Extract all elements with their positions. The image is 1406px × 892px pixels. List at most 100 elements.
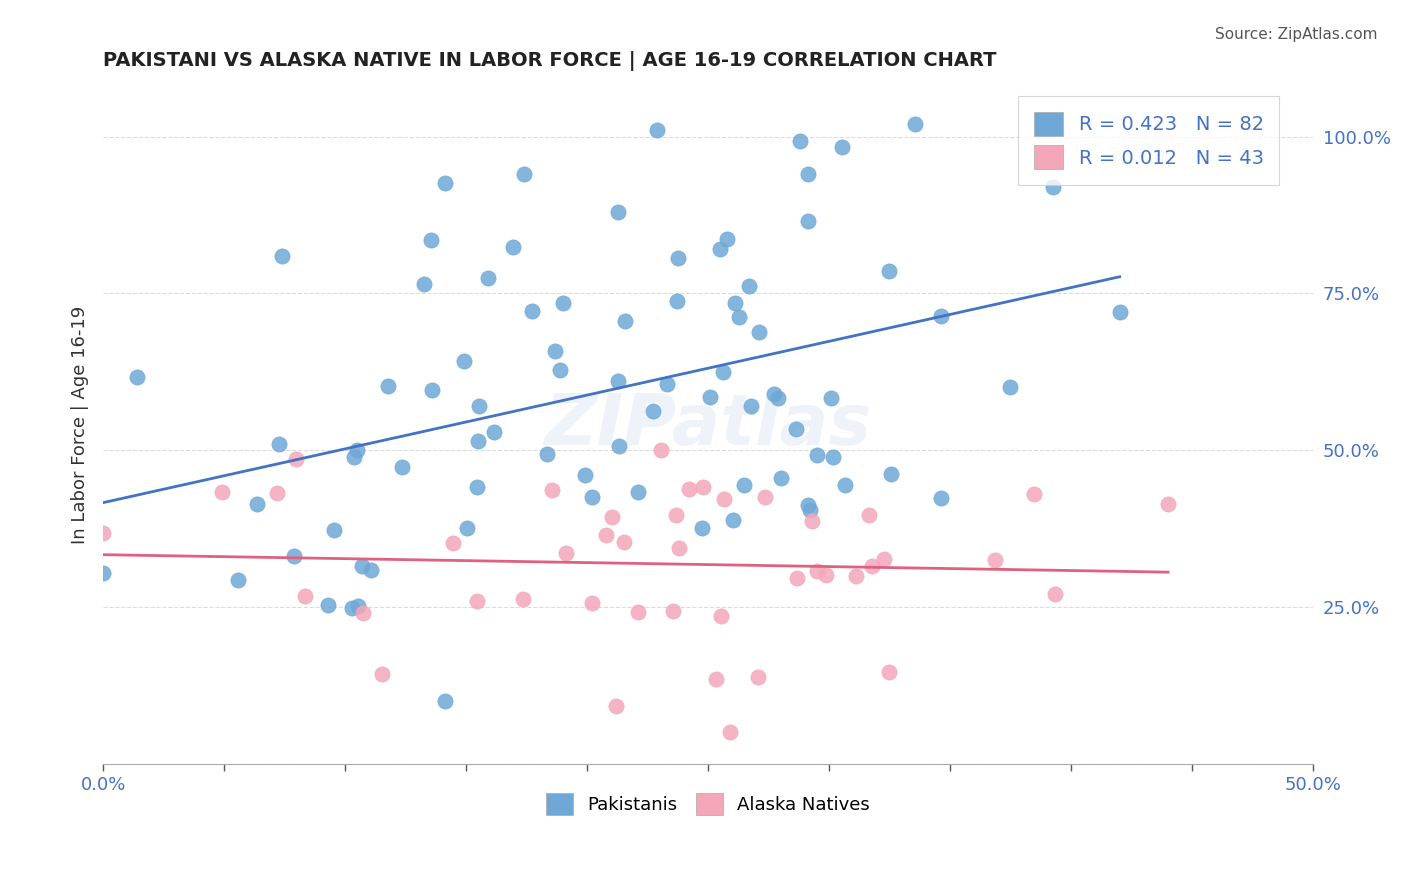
Point xyxy=(467,434,489,448)
Point xyxy=(600,510,623,524)
Point xyxy=(271,249,294,263)
Point xyxy=(858,508,880,522)
Y-axis label: In Labor Force | Age 16-19: In Labor Force | Age 16-19 xyxy=(72,306,89,544)
Point xyxy=(754,490,776,504)
Point xyxy=(655,377,678,392)
Point xyxy=(763,386,786,401)
Point xyxy=(690,521,713,535)
Point xyxy=(346,442,368,457)
Point xyxy=(831,140,853,154)
Point xyxy=(1022,487,1045,501)
Point xyxy=(465,480,488,494)
Point xyxy=(877,264,900,278)
Point xyxy=(641,403,664,417)
Point xyxy=(740,399,762,413)
Point xyxy=(467,594,489,608)
Point xyxy=(613,314,636,328)
Point xyxy=(699,391,721,405)
Point xyxy=(595,528,617,542)
Point xyxy=(797,214,820,228)
Point xyxy=(645,123,668,137)
Point xyxy=(613,534,636,549)
Point xyxy=(520,303,543,318)
Point xyxy=(370,667,392,681)
Point xyxy=(716,232,738,246)
Point xyxy=(467,400,489,414)
Legend: Pakistanis, Alaska Natives: Pakistanis, Alaska Natives xyxy=(538,786,877,822)
Point xyxy=(770,471,793,485)
Point xyxy=(650,443,672,458)
Point xyxy=(353,607,375,621)
Point xyxy=(820,391,842,405)
Point xyxy=(786,570,808,584)
Point xyxy=(834,478,856,492)
Point xyxy=(931,491,953,505)
Point xyxy=(391,460,413,475)
Point xyxy=(420,233,443,247)
Point xyxy=(412,277,434,291)
Point xyxy=(799,503,821,517)
Point xyxy=(1042,180,1064,194)
Point xyxy=(785,422,807,436)
Point xyxy=(801,514,824,528)
Text: PAKISTANI VS ALASKA NATIVE IN LABOR FORCE | AGE 16-19 CORRELATION CHART: PAKISTANI VS ALASKA NATIVE IN LABOR FORC… xyxy=(103,51,997,70)
Point xyxy=(513,167,536,181)
Text: Source: ZipAtlas.com: Source: ZipAtlas.com xyxy=(1215,27,1378,42)
Point xyxy=(269,436,291,450)
Point xyxy=(766,391,789,405)
Point xyxy=(1108,305,1130,319)
Point xyxy=(665,294,688,309)
Point xyxy=(728,310,751,325)
Point xyxy=(724,296,747,310)
Point xyxy=(441,536,464,550)
Point xyxy=(860,558,883,573)
Point xyxy=(352,558,374,573)
Point xyxy=(998,380,1021,394)
Point xyxy=(536,447,558,461)
Point xyxy=(668,541,690,555)
Point xyxy=(555,546,578,560)
Point xyxy=(1157,497,1180,511)
Point xyxy=(125,369,148,384)
Point xyxy=(607,205,630,219)
Point xyxy=(551,296,574,310)
Point xyxy=(433,694,456,708)
Point xyxy=(983,552,1005,566)
Point xyxy=(420,384,443,398)
Point xyxy=(823,450,845,464)
Point xyxy=(711,365,734,379)
Point xyxy=(574,467,596,482)
Point xyxy=(692,480,714,494)
Point xyxy=(285,452,308,467)
Point xyxy=(738,278,761,293)
Point xyxy=(665,508,688,522)
Point xyxy=(226,573,249,587)
Point xyxy=(873,552,896,566)
Point xyxy=(710,608,733,623)
Point xyxy=(880,467,903,482)
Point xyxy=(581,596,603,610)
Point xyxy=(456,521,478,535)
Point xyxy=(709,243,731,257)
Point xyxy=(607,374,630,388)
Point xyxy=(377,379,399,393)
Point xyxy=(453,354,475,368)
Point xyxy=(605,698,627,713)
Point xyxy=(713,491,735,506)
Point xyxy=(718,725,741,739)
Point xyxy=(512,592,534,607)
Point xyxy=(931,309,953,323)
Point xyxy=(733,478,755,492)
Point xyxy=(283,549,305,563)
Point xyxy=(482,425,505,439)
Point xyxy=(502,240,524,254)
Point xyxy=(796,167,818,181)
Point xyxy=(550,363,572,377)
Point xyxy=(294,589,316,603)
Point xyxy=(662,604,685,618)
Point xyxy=(748,325,770,339)
Point xyxy=(789,135,811,149)
Point xyxy=(266,486,288,500)
Point xyxy=(627,606,650,620)
Point xyxy=(607,439,630,453)
